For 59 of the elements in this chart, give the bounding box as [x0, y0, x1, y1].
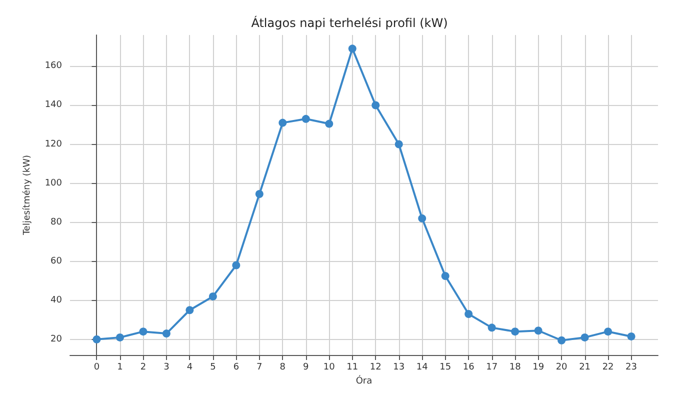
x-tick-label: 0 [94, 362, 100, 372]
point [208, 292, 217, 300]
x-tick-label: 7 [256, 362, 262, 372]
point [511, 328, 520, 336]
chart-title: Átlagos napi terhelési profil (kW) [251, 15, 448, 30]
y-tick-label: 100 [44, 178, 62, 188]
x-tick-label: 8 [280, 362, 286, 372]
x-tick-label: 4 [186, 362, 193, 372]
y-tick-label: 140 [44, 100, 62, 110]
point [139, 328, 148, 336]
x-tick-label: 22 [602, 362, 614, 372]
x-tick-label: 12 [370, 362, 382, 372]
x-tick-label: 13 [393, 362, 405, 372]
point [302, 114, 310, 123]
point [580, 333, 589, 342]
x-tick-label: 23 [626, 362, 637, 372]
x-tick-label: 14 [416, 362, 428, 372]
point [627, 332, 636, 340]
point [441, 272, 450, 280]
x-tick-label: 15 [440, 362, 452, 372]
y-tick-label: 20 [50, 334, 62, 344]
x-tick-label: 3 [164, 362, 170, 372]
x-tick-label: 18 [509, 362, 522, 372]
point [325, 120, 334, 128]
y-tick-label: 40 [50, 295, 62, 306]
point [116, 333, 124, 342]
y-tick-label: 80 [50, 217, 62, 228]
point [372, 101, 380, 110]
x-tick-label: 19 [532, 362, 544, 372]
x-tick-label: 1 [117, 362, 123, 372]
point [278, 118, 287, 127]
x-tick-label: 9 [303, 362, 310, 372]
x-tick-label: 5 [210, 362, 216, 372]
x-tick-label: 21 [579, 362, 591, 372]
y-tick-label: 160 [44, 61, 62, 72]
point [418, 214, 426, 222]
point [92, 335, 101, 344]
point [232, 261, 240, 270]
point [394, 140, 403, 148]
point [348, 44, 356, 53]
point [488, 324, 496, 332]
point [604, 328, 612, 336]
x-tick-label: 2 [140, 362, 146, 372]
x-axis-title: Óra [356, 374, 372, 386]
y-axis-title: Teljesítmény (kW) [22, 154, 32, 236]
x-tick-label: 10 [323, 362, 336, 372]
x-tick-label: 20 [556, 362, 568, 372]
point [162, 330, 170, 338]
x-tick-label: 17 [486, 362, 498, 372]
point [255, 190, 264, 198]
x-tick-label: 6 [233, 362, 240, 372]
point [186, 306, 194, 314]
x-tick-label: 11 [346, 362, 358, 372]
point [464, 310, 473, 318]
y-tick-label: 120 [44, 139, 62, 150]
point [534, 326, 542, 335]
y-tick-label: 60 [50, 256, 62, 266]
x-tick-label: 16 [462, 362, 475, 372]
point [558, 336, 566, 344]
